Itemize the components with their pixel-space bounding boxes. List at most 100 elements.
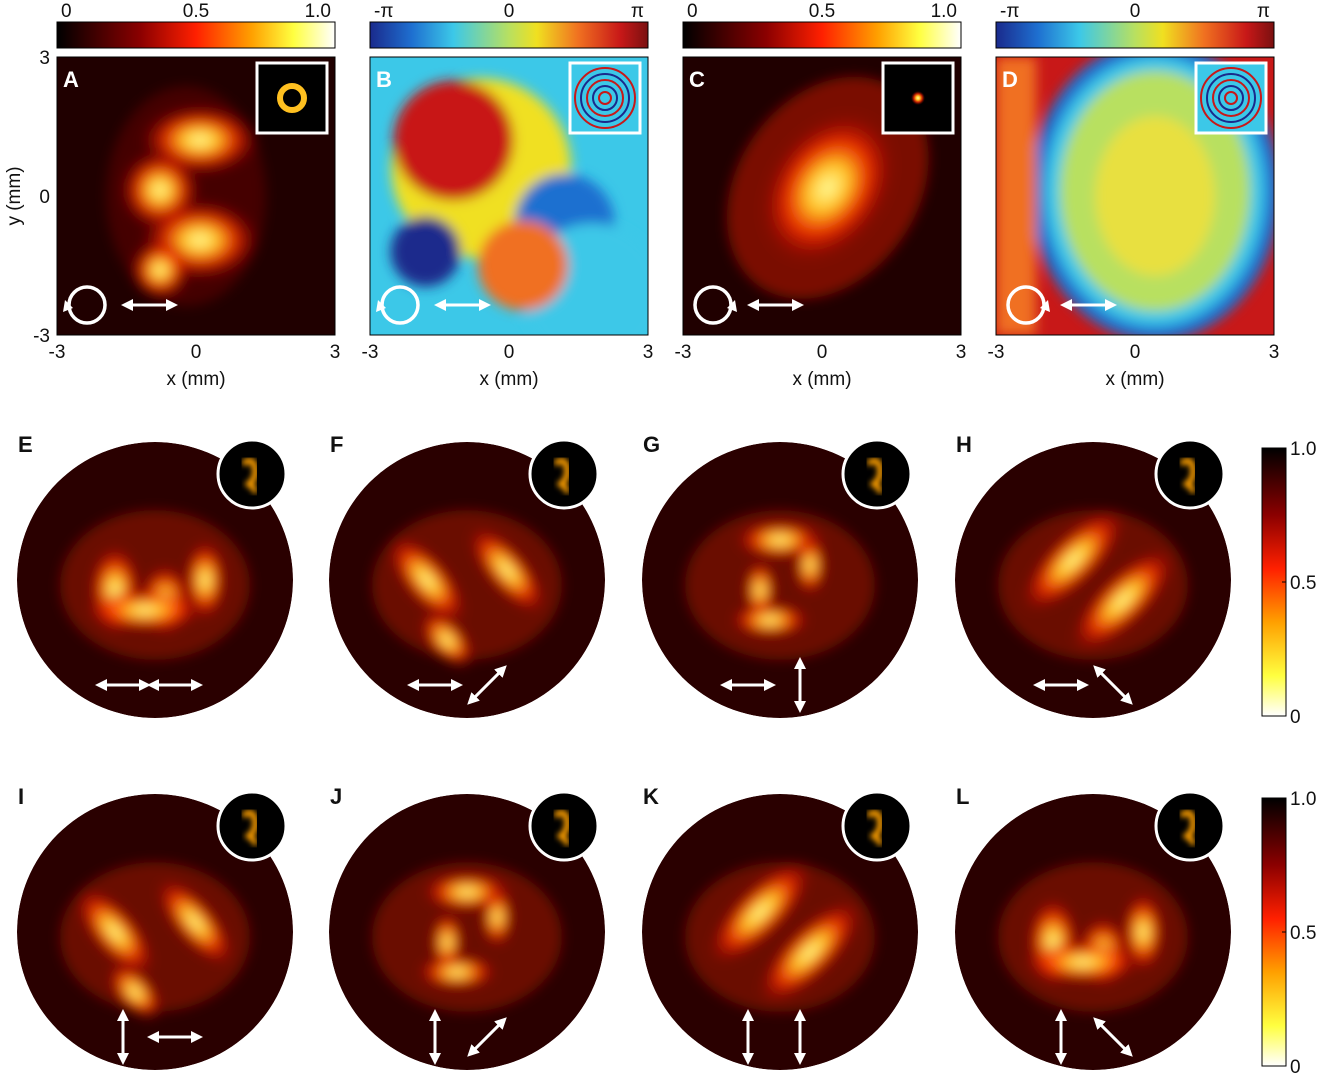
heatmap-blobs (372, 862, 562, 1012)
inset-mode-pattern (553, 809, 571, 847)
inset-mode-circle (528, 790, 600, 862)
x-tick-label: 3 (1269, 342, 1280, 363)
panel-c: 0 0.5 1.0 C -3 0 3 x (mm) (675, 1, 967, 390)
x-tick-label: 3 (956, 342, 967, 363)
colorbar (995, 21, 1275, 49)
panel-i: I (17, 784, 293, 1070)
inset-mode-pattern (241, 809, 259, 847)
panel-label: J (330, 784, 342, 809)
inset-mode-pattern (866, 457, 884, 495)
heatmap-cell (393, 80, 514, 201)
heatmap (955, 442, 1231, 718)
heatmap-blobs (60, 862, 250, 1022)
y-tick-label: 3 (39, 48, 50, 69)
colorbar-tick-label: π (631, 1, 644, 22)
heatmap (329, 442, 605, 718)
heatmap-cell (156, 877, 234, 967)
diagonal-arrow-icon (467, 665, 507, 705)
x-tick-label: 0 (817, 342, 828, 363)
antidiagonal-arrow-icon (1093, 1017, 1133, 1057)
inset-fringe (586, 79, 624, 117)
y-tick-label: 0 (39, 187, 50, 208)
colorbar-tick-label: 1.0 (1290, 789, 1316, 810)
panel-label: A (63, 67, 79, 92)
heatmap-cell (795, 535, 825, 595)
heatmap-cell (1095, 116, 1215, 276)
panel-k: K (642, 784, 918, 1070)
panel-h: H (955, 432, 1231, 718)
panel-label: D (1002, 67, 1018, 92)
heatmap-blobs (998, 507, 1188, 660)
x-tick-label: -3 (675, 342, 692, 363)
colorbar-tick-label: 0 (687, 1, 698, 22)
y-axis-label: y (mm) (4, 166, 25, 225)
heatmap-blobs (390, 78, 648, 335)
heatmap-blobs (372, 510, 562, 670)
panel-label: L (956, 784, 969, 809)
heatmap-blobs (685, 510, 875, 660)
heatmap-cell (85, 590, 205, 630)
heatmap-cell (108, 962, 162, 1022)
colorbar-tick-label: 0.5 (1290, 923, 1316, 944)
x-tick-label: -3 (49, 342, 66, 363)
panel-f: F (329, 432, 605, 718)
inset-mode-circle (528, 438, 600, 510)
colorbar-tick-label: 0 (504, 1, 515, 22)
panel-label: K (643, 784, 659, 809)
heatmap-cell (1020, 507, 1126, 613)
heatmap-cell (996, 57, 1036, 335)
panel-label: B (376, 67, 392, 92)
x-tick-label: 3 (330, 342, 341, 363)
colorbar-tick-label: 0.5 (183, 1, 209, 22)
inset-ring (255, 61, 329, 135)
heatmap (955, 794, 1231, 1070)
colorbar-tick-label: 0 (61, 1, 72, 22)
inset-fringe (1218, 85, 1244, 111)
x-tick-label: 3 (643, 342, 654, 363)
colorbar (56, 21, 336, 49)
colorbar-tick-label: 0 (1130, 1, 1141, 22)
inset-fringe (592, 85, 618, 111)
y-tick-label: -3 (33, 326, 50, 347)
inset-spot (881, 61, 955, 135)
heatmap-blobs (106, 86, 266, 306)
heatmap-cell (1023, 942, 1143, 982)
colorbar: 1.0 0.5 0 (1261, 789, 1316, 1078)
panel-b: -π 0 π B -3 0 3 x (mm) (362, 1, 654, 390)
x-tick-label: 0 (191, 342, 202, 363)
heatmap-cell (685, 862, 875, 1012)
x-tick-label: -3 (988, 342, 1005, 363)
heatmap (17, 442, 293, 718)
panel-e: E (17, 432, 293, 718)
panel-label: C (689, 67, 705, 92)
heatmap-blobs (685, 859, 875, 1012)
heatmap-cell (417, 956, 497, 988)
inset-mode-pattern (866, 809, 884, 847)
heatmap-cell (75, 887, 155, 977)
colorbar (682, 21, 962, 49)
heatmap (329, 794, 605, 1070)
colorbar (369, 21, 649, 49)
inset-mode-circle (216, 790, 288, 862)
heatmap-cell (998, 510, 1188, 660)
heatmap-cell (390, 216, 461, 287)
panel-label: F (330, 432, 343, 457)
inset-mode-pattern (1179, 809, 1197, 847)
heatmap (17, 794, 293, 1070)
inset-fringe (1206, 73, 1256, 123)
colorbar-tick-label: -π (1000, 1, 1019, 22)
heatmap-cell (758, 110, 897, 266)
colorbar-tick-label: 0 (1290, 1057, 1301, 1077)
colorbar: 1.0 0.5 0 (1261, 439, 1316, 728)
heatmap-blobs (998, 862, 1188, 1012)
panel-l: L (955, 784, 1231, 1070)
arrowhead-icon (63, 300, 73, 312)
inset-mode-circle (1154, 790, 1226, 862)
inset-fringe (1224, 91, 1238, 105)
inset-fringe (1212, 79, 1250, 117)
heatmap (370, 57, 648, 335)
heatmap-cell (707, 859, 813, 965)
heatmap-cell (482, 887, 512, 947)
colorbar-tick-label: -π (374, 1, 393, 22)
